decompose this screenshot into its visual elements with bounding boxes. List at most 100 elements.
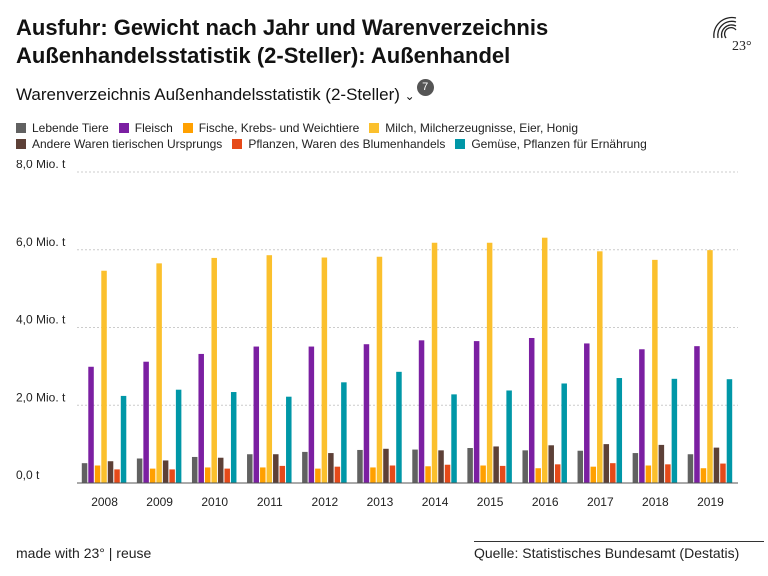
bar-3-1 [253, 346, 260, 483]
made-with-link[interactable]: made with 23° | reuse [16, 545, 152, 561]
bar-2-6 [230, 392, 237, 483]
legend-item[interactable]: Lebende Tiere [16, 121, 109, 135]
bar-4-3 [321, 257, 328, 483]
bar-10-1 [639, 349, 645, 483]
bar-10-0 [632, 453, 639, 483]
bar-7-1 [473, 341, 480, 483]
bar-3-3 [266, 255, 273, 483]
bar-1-6 [175, 389, 182, 483]
legend-swatch [16, 123, 26, 133]
bar-6-3 [431, 242, 438, 483]
x-tick-label: 2013 [367, 495, 394, 509]
bar-3-6 [286, 396, 292, 483]
bar-2-3 [211, 257, 217, 483]
options-count-badge[interactable]: 7 [416, 79, 434, 96]
legend-swatch [118, 123, 129, 133]
legend-label: Lebende Tiere [32, 121, 109, 135]
legend-item[interactable]: Milch, Milcherzeugnisse, Eier, Honig [369, 121, 578, 135]
bar-10-2 [645, 465, 652, 483]
bar-8-6 [561, 383, 567, 483]
bar-9-0 [577, 450, 584, 483]
bar-5-3 [376, 256, 383, 483]
bar-4-4 [328, 453, 334, 483]
bar-7-3 [486, 242, 493, 483]
bar-2-2 [204, 467, 211, 483]
legend-label: Milch, Milcherzeugnisse, Eier, Honig [385, 121, 579, 135]
x-tick-label: 2015 [477, 495, 504, 509]
legend-swatch [232, 139, 243, 149]
bar-10-5 [665, 464, 671, 483]
logo-text: 23° [732, 39, 752, 54]
chart-title: Ausfuhr: Gewicht nach Jahr und Warenverz… [16, 15, 549, 68]
bar-0-6 [120, 395, 127, 483]
bar-9-1 [584, 343, 590, 483]
bar-1-2 [149, 468, 156, 483]
footer-divider [474, 541, 764, 542]
logo-23-icon[interactable]: 23° [706, 12, 756, 56]
bar-11-4 [713, 447, 720, 483]
bar-8-5 [554, 464, 561, 483]
legend-swatch [16, 139, 26, 149]
subtitle-text: Warenverzeichnis Außenhandelsstatistik (… [16, 85, 400, 104]
legend-item[interactable]: Andere Waren tierischen Ursprungs [16, 137, 222, 151]
bar-10-3 [652, 259, 658, 483]
chart-subtitle[interactable]: Warenverzeichnis Außenhandelsstatistik (… [16, 79, 434, 105]
bar-8-3 [541, 237, 548, 483]
bar-3-2 [260, 467, 266, 483]
bar-11-2 [700, 468, 707, 483]
dropdown-chevron-icon[interactable]: ⌄ [404, 89, 415, 103]
bar-chart: 0,0 t 2,0 Mio. t 4,0 Mio. t 6,0 Mio. t 8,0 M… [16, 160, 738, 509]
bar-2-1 [198, 353, 204, 483]
bar-9-4 [603, 444, 610, 483]
bar-11-0 [687, 454, 694, 483]
bar-9-2 [590, 466, 597, 483]
y-tick-label: 4,0 Mio. t [16, 313, 66, 327]
x-tick-label: 2018 [642, 495, 669, 509]
x-tick-label: 2016 [532, 495, 559, 509]
legend-item[interactable]: Fische, Krebs- und Weichtiere [182, 121, 359, 135]
legend: Lebende Tiere Fleisch Fische, Krebs- und W… [16, 121, 716, 153]
x-tick-label: 2014 [422, 495, 449, 509]
bar-3-4 [273, 454, 279, 483]
bar-6-0 [412, 449, 418, 483]
bar-0-4 [107, 461, 114, 483]
bar-4-0 [302, 451, 308, 483]
legend-item[interactable]: Gemüse, Pflanzen für Ernährung [455, 137, 647, 151]
bar-11-5 [720, 463, 726, 483]
bar-2-4 [217, 457, 224, 483]
legend-item[interactable]: Pflanzen, Waren des Blumenhandels [232, 137, 445, 151]
bar-10-4 [658, 444, 665, 483]
bar-1-3 [156, 263, 162, 483]
x-tick-label: 2010 [201, 495, 228, 509]
bar-5-2 [370, 467, 376, 483]
y-tick-label: 2,0 Mio. t [16, 390, 66, 404]
legend-swatch [369, 123, 380, 133]
bar-2-5 [224, 468, 230, 483]
legend-item[interactable]: Fleisch [118, 121, 173, 135]
bar-5-4 [383, 448, 389, 483]
legend-label: Andere Waren tierischen Ursprungs [32, 137, 223, 151]
x-tick-label: 2012 [312, 495, 339, 509]
bar-9-5 [610, 463, 616, 483]
bar-0-3 [101, 270, 107, 483]
x-tick-label: 2009 [146, 495, 173, 509]
bar-2-0 [191, 456, 198, 483]
x-tick-label: 2008 [91, 495, 118, 509]
bar-8-0 [522, 450, 528, 483]
bar-7-6 [506, 390, 512, 483]
bar-5-6 [396, 371, 402, 483]
bar-9-3 [597, 251, 603, 483]
legend-label: Gemüse, Pflanzen für Ernährung [471, 137, 647, 151]
legend-label: Fleisch [134, 121, 173, 135]
y-tick-label: 0,0 t [16, 468, 40, 482]
bar-4-5 [334, 466, 341, 483]
bar-4-6 [341, 382, 347, 483]
bar-6-5 [444, 464, 451, 483]
bar-4-1 [308, 346, 315, 483]
bar-10-6 [671, 378, 678, 483]
bar-8-4 [548, 445, 554, 483]
bar-0-2 [94, 465, 101, 483]
bar-9-6 [616, 378, 623, 483]
bar-5-5 [389, 465, 396, 483]
bar-3-5 [279, 465, 286, 483]
